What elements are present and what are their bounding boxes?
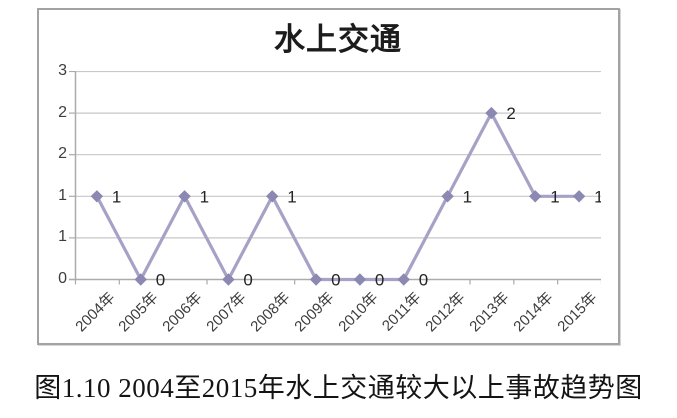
data-point-marker bbox=[397, 273, 410, 286]
data-label: 0 bbox=[375, 271, 384, 290]
figure-caption: 图1.10 2004至2015年水上交通较大以上事故趋势图 bbox=[34, 373, 643, 403]
x-axis-tick-label: 2006年 bbox=[159, 289, 206, 336]
y-axis-tick-label: 0 bbox=[58, 270, 67, 287]
chart-svg: 1 0 1 0 1 0 0 0 1 2 1 1 bbox=[69, 71, 601, 290]
x-axis-tick-label: 2009年 bbox=[291, 289, 338, 336]
data-point-marker bbox=[485, 106, 498, 120]
data-point-marker bbox=[222, 273, 235, 286]
y-axis-labels: 3 2 2 1 1 0 bbox=[39, 10, 67, 343]
data-point-marker bbox=[266, 190, 279, 203]
y-axis-tick-label: 2 bbox=[58, 145, 67, 163]
data-point-marker bbox=[353, 273, 367, 286]
x-axis-tick-label: 2015年 bbox=[554, 289, 601, 336]
data-label: 0 bbox=[156, 271, 165, 290]
x-axis-tick-label: 2004年 bbox=[71, 289, 119, 336]
x-axis-tick-label: 2011年 bbox=[379, 289, 425, 335]
x-axis-tick-label: 2010年 bbox=[334, 289, 382, 336]
data-point-marker bbox=[134, 273, 147, 286]
data-label: 2 bbox=[506, 104, 515, 123]
data-point-marker bbox=[90, 190, 104, 203]
x-axis-tick-label: 2008年 bbox=[247, 289, 294, 336]
y-axis-tick-label: 1 bbox=[58, 186, 67, 204]
x-axis-tick-label: 2014年 bbox=[510, 289, 557, 336]
x-axis-tick-label: 2012年 bbox=[422, 289, 469, 336]
data-label: 1 bbox=[550, 187, 559, 206]
data-label: 1 bbox=[287, 187, 296, 206]
x-axis-tick-label: 2005年 bbox=[115, 289, 162, 336]
data-point-marker bbox=[309, 273, 323, 286]
data-point-marker bbox=[441, 190, 454, 203]
data-point-marker bbox=[572, 190, 586, 203]
chart-title: 水上交通 bbox=[274, 22, 402, 57]
y-axis-tick-label: 3 bbox=[58, 62, 67, 79]
y-axis-tick-label: 1 bbox=[58, 228, 67, 246]
data-label: 1 bbox=[200, 187, 209, 206]
data-label: 1 bbox=[112, 187, 121, 206]
x-axis-labels: 2004年 2005年 2006年 2007年 2008年 2009年 2010年 2011年… bbox=[39, 10, 618, 343]
data-label: 1 bbox=[463, 187, 472, 206]
series-line bbox=[95, 111, 580, 282]
data-label: 0 bbox=[331, 271, 340, 290]
x-axis-tick-label: 2013年 bbox=[466, 289, 513, 336]
data-point-marker bbox=[529, 190, 542, 203]
data-point-marker bbox=[178, 190, 191, 203]
x-axis-tick-label: 2007年 bbox=[203, 289, 250, 336]
chart-panel: 水上交通 3 2 2 1 1 0 1 0 1 0 1 0 0 0 1 2 1 1 2004年 2005年 2006年… bbox=[37, 8, 620, 345]
data-label: 1 bbox=[594, 187, 601, 206]
data-label: 0 bbox=[243, 271, 252, 290]
data-label: 0 bbox=[419, 271, 428, 290]
y-axis-tick-label: 2 bbox=[58, 103, 67, 121]
